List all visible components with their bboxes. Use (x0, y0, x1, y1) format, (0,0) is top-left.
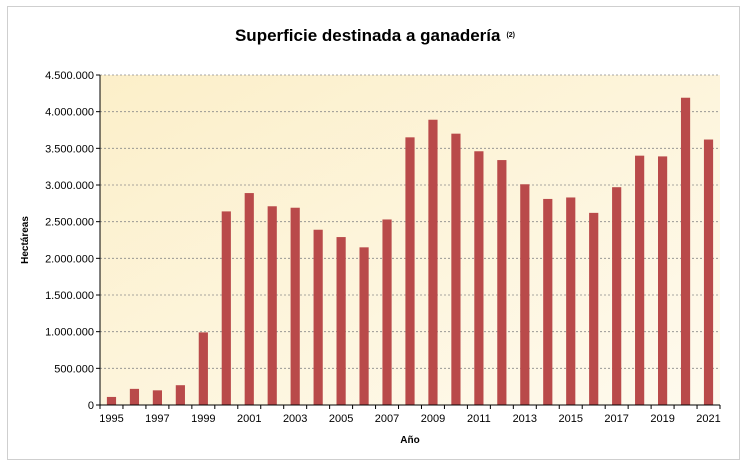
y-tick-label: 3.000.000 (45, 180, 94, 192)
bar-2018 (635, 155, 645, 405)
y-tick-label: 500.000 (54, 363, 94, 375)
bar-2008 (405, 137, 415, 406)
x-tick-label: 2015 (558, 413, 582, 425)
chart-frame: Superficie destinada a ganadería (2) 0 500… (7, 6, 740, 460)
bar-2003 (290, 207, 300, 405)
bar-2014 (543, 198, 553, 405)
y-tick-labels: 0 500.000 1.000.000 1.500.000 2.000.000 2.500… (45, 70, 94, 412)
bar-1997 (152, 390, 162, 405)
bar-2007 (382, 219, 392, 405)
x-tick-label: 2009 (421, 413, 445, 425)
bar-2004 (313, 229, 323, 405)
x-tick-label: 2017 (604, 413, 628, 425)
y-tick-label: 4.000.000 (45, 107, 94, 119)
bar-2021 (703, 139, 714, 406)
bar-1995 (106, 396, 117, 405)
bar-2009 (428, 119, 438, 405)
bar-2015 (566, 197, 576, 405)
x-tick-label: 2019 (650, 413, 674, 425)
y-tick-label: 0 (88, 400, 94, 412)
y-tick-label: 1.000.000 (45, 327, 94, 339)
chart-title-main: Superficie destinada a ganadería (235, 26, 501, 45)
x-tick-label: 2021 (696, 413, 720, 425)
bar-1998 (175, 385, 185, 405)
bar-2002 (267, 206, 277, 405)
bar-1996 (129, 388, 140, 405)
bar-2000 (221, 211, 231, 405)
bar-2006 (359, 247, 369, 405)
x-tick-label: 2011 (467, 413, 491, 425)
y-tick-label: 4.500.000 (45, 70, 94, 82)
axes (96, 74, 721, 409)
x-tick-label: 2013 (513, 413, 537, 425)
bar-2017 (612, 187, 622, 405)
chart-title-note: (2) (506, 32, 515, 39)
y-axis-title: Hectáreas (20, 216, 31, 264)
y-tick-label: 2.500.000 (45, 217, 94, 229)
y-tick-label: 1.500.000 (45, 290, 94, 302)
bar-2011 (474, 151, 484, 405)
x-tick-label: 2003 (283, 413, 307, 425)
bar-2019 (658, 156, 668, 405)
x-tick-label: 1999 (191, 413, 215, 425)
bar-series (106, 97, 714, 406)
x-tick-label: 2005 (329, 413, 353, 425)
bar-2005 (336, 237, 346, 405)
x-tick-label: 2001 (237, 413, 261, 425)
bar-2016 (589, 212, 599, 405)
bar-1999 (198, 332, 208, 405)
bar-2020 (680, 97, 691, 405)
chart-title: Superficie destinada a ganadería (2) (235, 26, 515, 45)
y-tick-label: 3.500.000 (45, 143, 94, 155)
bar-chart: Superficie destinada a ganadería (2) 0 500… (20, 26, 721, 446)
bar-2010 (451, 133, 461, 405)
bar-2001 (244, 193, 254, 405)
x-tick-label: 2007 (375, 413, 399, 425)
x-tick-labels: 1995 1997 1999 2001 2003 2005 2007 2009 2011 2013… (99, 413, 721, 425)
x-tick-label: 1997 (145, 413, 169, 425)
y-tick-label: 2.000.000 (45, 253, 94, 265)
bar-2013 (520, 184, 530, 405)
x-tick-label: 1995 (99, 413, 123, 425)
bar-2012 (497, 160, 507, 405)
x-axis-title: Año (400, 435, 419, 446)
